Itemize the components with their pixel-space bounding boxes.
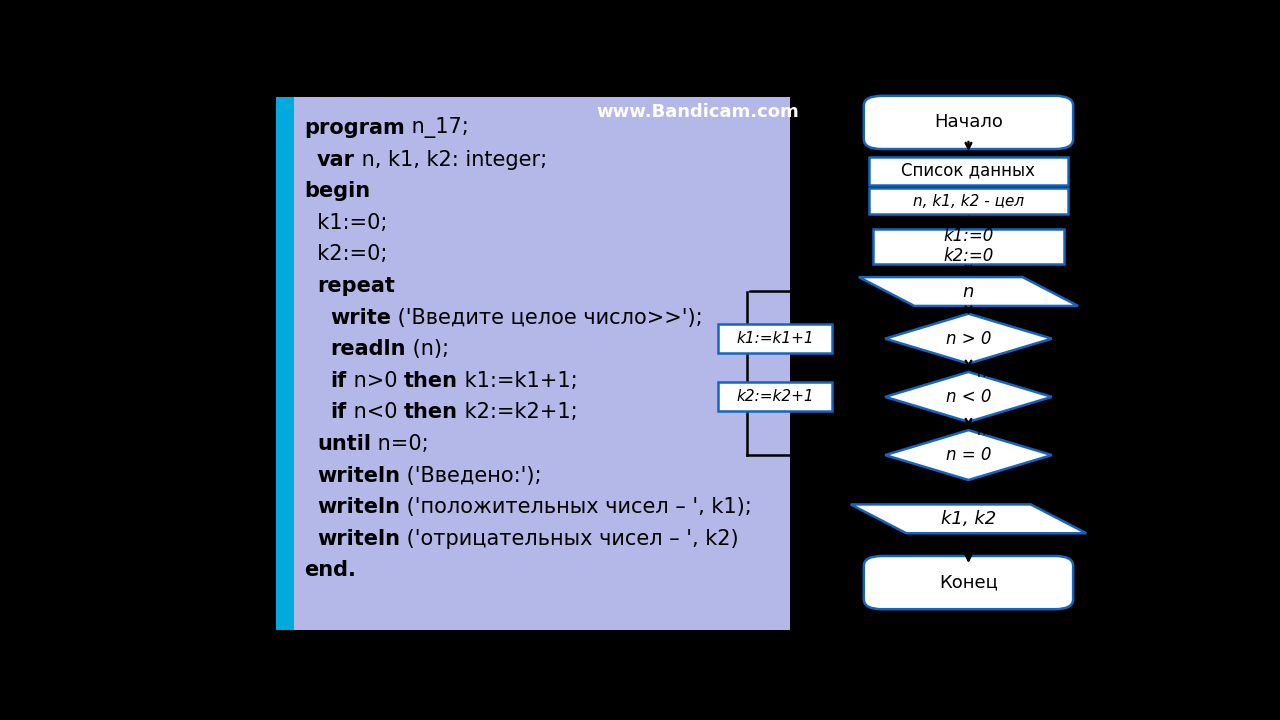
Text: repeat: repeat — [317, 276, 396, 296]
FancyBboxPatch shape — [864, 556, 1073, 609]
Text: ('положительных чисел – ', k1);: ('положительных чисел – ', k1); — [401, 498, 751, 517]
Text: Конец: Конец — [940, 574, 998, 592]
Polygon shape — [859, 277, 1078, 306]
Polygon shape — [294, 97, 790, 630]
Text: n > 0: n > 0 — [946, 330, 991, 348]
Text: begin: begin — [303, 181, 370, 201]
Text: var: var — [317, 150, 355, 170]
Text: да: да — [977, 482, 995, 496]
FancyBboxPatch shape — [869, 156, 1069, 185]
Text: k1:=0;: k1:=0; — [303, 213, 388, 233]
Text: ('отрицательных чисел – ', k2): ('отрицательных чисел – ', k2) — [401, 528, 739, 549]
Text: ('Введено:');: ('Введено:'); — [401, 466, 541, 485]
FancyBboxPatch shape — [864, 96, 1073, 149]
Text: n: n — [963, 282, 974, 300]
Polygon shape — [851, 505, 1087, 534]
Text: n < 0: n < 0 — [946, 388, 991, 406]
Text: k1:=k1+1;: k1:=k1+1; — [458, 371, 577, 391]
FancyBboxPatch shape — [873, 229, 1064, 264]
FancyBboxPatch shape — [718, 324, 832, 353]
Text: нет: нет — [977, 424, 1002, 438]
Text: (n);: (n); — [406, 339, 449, 359]
Text: n>0: n>0 — [347, 371, 403, 391]
Text: k2:=k2+1: k2:=k2+1 — [736, 390, 814, 405]
Polygon shape — [886, 314, 1052, 364]
Text: then: then — [403, 402, 458, 423]
Text: writeln: writeln — [317, 528, 401, 549]
Text: writeln: writeln — [317, 466, 401, 485]
Text: k2:=k2+1;: k2:=k2+1; — [458, 402, 577, 423]
Text: until: until — [317, 434, 371, 454]
Text: n, k1, k2: integer;: n, k1, k2: integer; — [355, 150, 548, 170]
Text: да: да — [864, 376, 883, 390]
Text: www.Bandicam.com: www.Bandicam.com — [596, 103, 799, 121]
Text: ('Введите целое число>>');: ('Введите целое число>>'); — [392, 307, 703, 328]
Text: n = 0: n = 0 — [946, 446, 991, 464]
FancyBboxPatch shape — [869, 188, 1069, 214]
Text: да: да — [864, 318, 883, 332]
Text: then: then — [403, 371, 458, 391]
Text: k2:=0;: k2:=0; — [303, 244, 388, 264]
FancyBboxPatch shape — [718, 382, 832, 411]
Text: Начало: Начало — [934, 114, 1004, 132]
Text: k1:=k1+1: k1:=k1+1 — [736, 331, 814, 346]
Text: program: program — [303, 118, 404, 138]
Text: readln: readln — [330, 339, 406, 359]
Polygon shape — [886, 372, 1052, 422]
Polygon shape — [276, 97, 294, 630]
Text: if: if — [330, 402, 347, 423]
Text: n, k1, k2 - цел: n, k1, k2 - цел — [913, 194, 1024, 209]
Text: Список данных: Список данных — [901, 162, 1036, 180]
Text: writeln: writeln — [317, 498, 401, 517]
Text: k1:=0
k2:=0: k1:=0 k2:=0 — [943, 227, 993, 266]
Text: нет: нет — [858, 469, 883, 483]
Text: n<0: n<0 — [347, 402, 403, 423]
Text: n_17;: n_17; — [404, 117, 468, 138]
Text: k1, k2: k1, k2 — [941, 510, 996, 528]
Text: нет: нет — [977, 366, 1002, 379]
Text: n=0;: n=0; — [371, 434, 429, 454]
Text: end.: end. — [303, 560, 356, 580]
Polygon shape — [886, 430, 1052, 480]
Text: write: write — [330, 307, 392, 328]
Text: if: if — [330, 371, 347, 391]
